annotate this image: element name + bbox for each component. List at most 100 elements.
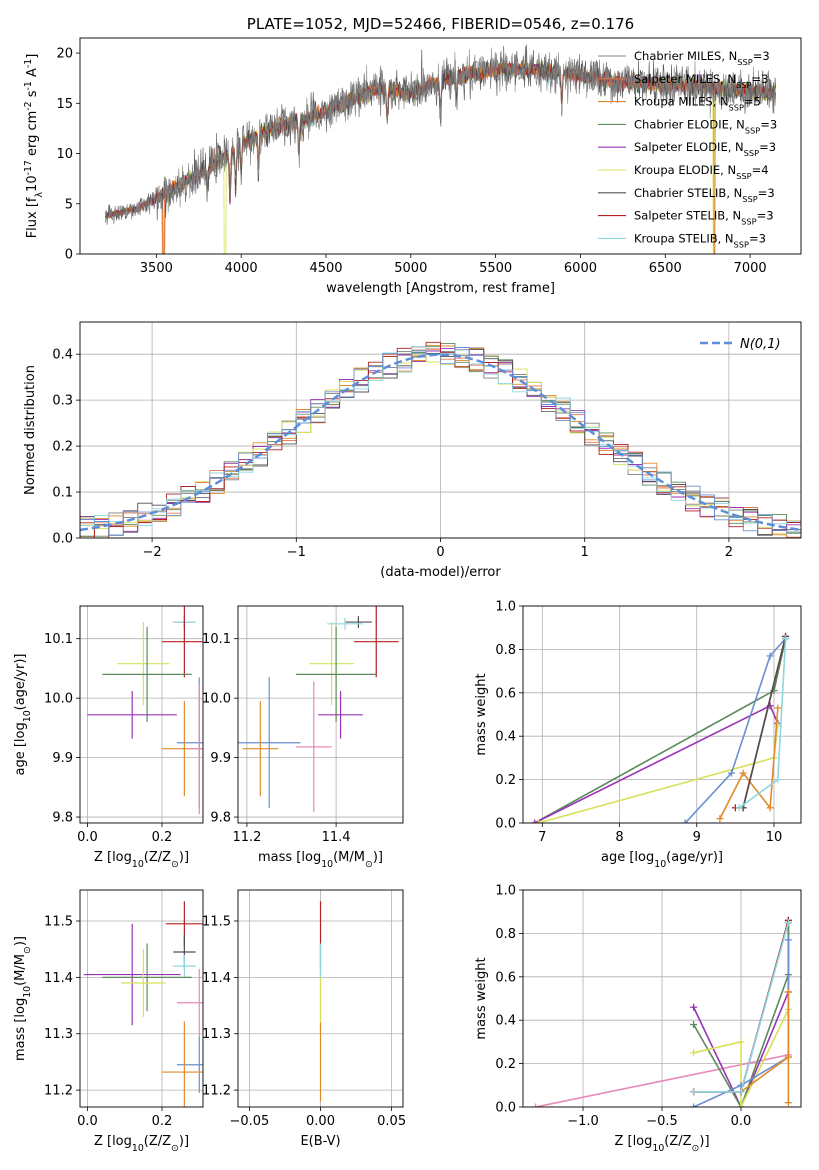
x-axis-label: age [log10(age/yr)] <box>601 850 723 870</box>
x-axis-label: Z [log10(Z/Z⊙)] <box>614 1134 709 1154</box>
weight-line-7 <box>742 636 787 808</box>
x-tick-label: 11.2 <box>232 830 261 845</box>
errorbar-point <box>121 949 166 1017</box>
y-tick-label: 0.1 <box>52 486 73 501</box>
y-tick-label: 0.3 <box>52 394 73 409</box>
x-tick-label: 0.2 <box>152 1114 173 1129</box>
x-tick-label: 0.0 <box>731 1114 752 1129</box>
errorbar-point <box>162 606 203 678</box>
y-tick-label: 0.4 <box>495 730 516 745</box>
age_vs_mass-plot-area <box>238 606 399 813</box>
weight-marker <box>532 1103 540 1107</box>
weight_vs_age-grid <box>523 605 801 824</box>
x-tick-label: −0.05 <box>229 1114 269 1129</box>
weight-marker <box>690 1049 698 1057</box>
weight_vs_age-panel: 7 8 9 10 0.0 0.2 0.4 0.6 0.8 1.0 age [log10(age/yr… <box>474 600 802 870</box>
age_vs_Z-plot-area <box>87 606 203 815</box>
legend-label: Kroupa STELIB, NSSP=3 <box>634 231 766 249</box>
x-tick-label: 7 <box>538 830 546 845</box>
y-axis-label: Flux [fλ10-17 erg cm-2 s-1 A-1] <box>23 54 45 239</box>
x-axis-label: (data-model)/error <box>380 565 501 580</box>
errorbar-point <box>173 954 196 978</box>
y-tick-label: 1.0 <box>495 600 516 615</box>
x-tick-label: 6000 <box>564 261 597 276</box>
y-tick-label: 11.3 <box>202 1027 231 1042</box>
normal-curve <box>80 353 801 532</box>
x-tick-label: 5500 <box>479 261 512 276</box>
legend-label: Chabrier MILES, NSSP=3 <box>634 49 770 67</box>
y-axis-label: mass [log10(M/M⊙)] <box>13 936 33 1061</box>
weight-marker <box>784 919 792 927</box>
x-tick-label: −1 <box>287 545 306 560</box>
y-tick-label: 0.6 <box>495 686 516 701</box>
y-axis-label: mass weight <box>474 673 489 755</box>
weight-line-1 <box>534 638 787 823</box>
legend-label: Kroupa ELODIE, NSSP=4 <box>634 163 769 181</box>
y-tick-label: 10.1 <box>44 632 73 647</box>
x-axis-label: Z [log10(Z/Z⊙)] <box>94 1134 189 1154</box>
legend-label: Salpeter ELODIE, NSSP=3 <box>634 140 776 158</box>
y-tick-label: 0.0 <box>495 1101 516 1116</box>
legend-label: N(0,1) <box>740 337 781 352</box>
y-tick-label: 11.3 <box>44 1027 73 1042</box>
x-tick-label: 4500 <box>309 261 342 276</box>
weight-marker <box>784 988 792 996</box>
y-tick-label: 5 <box>65 197 73 212</box>
y-tick-label: 0.4 <box>495 1014 516 1029</box>
y-tick-label: 0.2 <box>495 773 516 788</box>
weight-marker <box>766 804 774 812</box>
weight-marker <box>784 1099 792 1107</box>
errorbar-point <box>102 626 192 722</box>
y-tick-label: 10.0 <box>44 692 73 707</box>
legend: N(0,1) <box>700 337 781 352</box>
legend-label: Salpeter STELIB, NSSP=3 <box>634 209 774 227</box>
y-tick-label: 11.5 <box>44 915 73 930</box>
y-tick-label: 0.8 <box>495 643 516 658</box>
y-tick-label: 11.5 <box>202 915 231 930</box>
y-tick-label: 0.8 <box>495 927 516 942</box>
axes-frame <box>79 889 204 1108</box>
errorbar-point <box>188 683 203 815</box>
y-tick-label: 20 <box>56 47 73 62</box>
y-axis-label: mass weight <box>474 957 489 1039</box>
x-tick-label: 0.0 <box>77 1114 98 1129</box>
spectrum-line-7 <box>105 44 776 223</box>
axes-frame <box>79 37 802 255</box>
spectrum-line-1 <box>105 47 776 226</box>
errorbar-point <box>295 626 377 722</box>
weight-marker <box>690 1003 698 1011</box>
weight-marker <box>737 1038 745 1046</box>
errorbar-point <box>318 691 363 739</box>
y-axis-label: Normed distribution <box>23 365 38 495</box>
y-axis-label: age [log10(age/yr)] <box>13 654 33 776</box>
y-tick-label: 11.2 <box>202 1084 231 1099</box>
errorbar-point <box>295 681 332 813</box>
y-tick-label: 1.0 <box>495 884 516 899</box>
x-tick-label: 3500 <box>140 261 173 276</box>
axes-frame <box>237 605 404 824</box>
weight-marker <box>681 819 689 823</box>
x-tick-label: 1 <box>581 545 589 560</box>
errorbar-point <box>238 677 301 809</box>
y-tick-label: 9.8 <box>210 811 231 826</box>
weight-marker <box>774 704 782 712</box>
y-tick-label: 15 <box>56 97 73 112</box>
x-tick-label: −1.0 <box>567 1114 599 1129</box>
weight-marker <box>716 815 724 823</box>
x-tick-label: 0.00 <box>306 1114 335 1129</box>
legend-label: Chabrier STELIB, NSSP=3 <box>634 186 775 204</box>
x-axis-label: mass [log10(M/M⊙)] <box>258 850 383 870</box>
weight-marker <box>690 1021 698 1029</box>
errorbar-point <box>345 616 372 628</box>
weight-line-1 <box>535 1054 789 1107</box>
x-tick-label: 10 <box>766 830 783 845</box>
weight-line-5 <box>719 707 779 820</box>
axes-frame <box>237 889 404 1108</box>
x-tick-label: 4000 <box>225 261 258 276</box>
axes-frame <box>79 321 802 539</box>
mass_vs_Z-grid <box>80 890 203 1107</box>
errorbar-point <box>87 691 177 739</box>
weight_vs_age-plot-area <box>531 632 790 823</box>
x-tick-label: 0 <box>436 545 444 560</box>
